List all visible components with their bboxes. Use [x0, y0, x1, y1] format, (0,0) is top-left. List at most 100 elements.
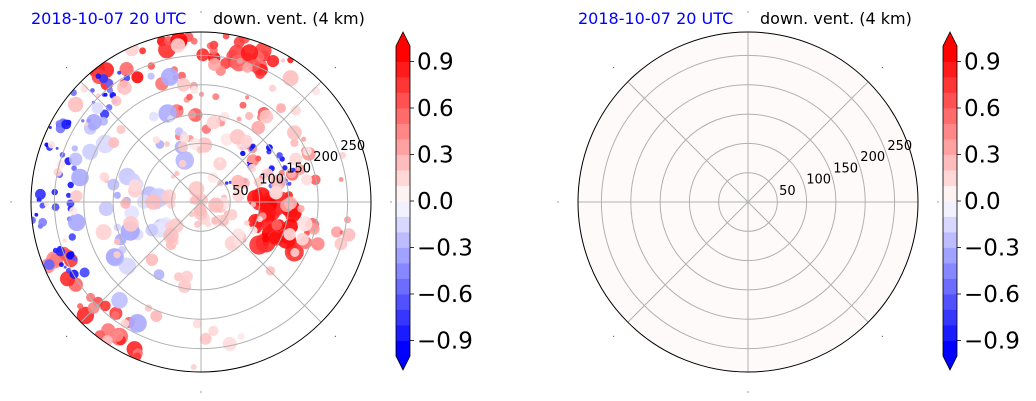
- field-cell: [161, 189, 176, 204]
- field-cell: [193, 204, 207, 217]
- field-cell: [228, 180, 232, 184]
- angular-tick-mark: [334, 67, 336, 69]
- colorbar-level: [943, 139, 957, 155]
- angular-gridline: [80, 81, 202, 203]
- colorbar-level: [943, 247, 957, 264]
- field-cell: [251, 120, 265, 135]
- colorbar-tick-label: 0.3: [964, 143, 1001, 169]
- field-cell: [311, 237, 325, 251]
- field-cell: [139, 47, 147, 55]
- field-cell: [178, 105, 183, 111]
- field-cell: [69, 152, 83, 166]
- angular-tick-mark: [747, 391, 749, 393]
- field-cell: [186, 93, 193, 101]
- field-cell: [68, 233, 77, 241]
- field-cell: [128, 314, 147, 333]
- field-cell: [119, 62, 134, 77]
- colorbar-level: [396, 154, 410, 171]
- field-cell: [280, 58, 286, 63]
- angular-tick-mark: [66, 335, 68, 337]
- field-cell: [284, 196, 297, 210]
- colorbar-left: 0.9 0.6 0.3 0.0 −0.3 −0.6 −0.9: [395, 31, 473, 371]
- angular-tick-mark: [10, 201, 12, 203]
- field-cell: [48, 126, 52, 129]
- field-cell: [297, 216, 313, 232]
- field-cell: [166, 200, 176, 209]
- colorbar-tick-label: −0.9: [417, 329, 473, 355]
- angular-tick-mark: [200, 11, 202, 13]
- field-cell: [59, 262, 64, 267]
- field-cell: [120, 198, 131, 209]
- field-cell: [44, 201, 49, 207]
- field-cell: [163, 228, 179, 244]
- field-cell: [72, 256, 78, 262]
- field-cell: [240, 44, 258, 62]
- field-cell: [177, 71, 186, 80]
- field-cell: [100, 109, 110, 119]
- colorbar-level: [396, 123, 410, 140]
- field-cell: [71, 165, 77, 171]
- field-cell: [120, 319, 130, 328]
- colorbar-level: [396, 170, 410, 186]
- radial-tick-label: 200: [313, 150, 338, 165]
- polar-grid-left: [10, 11, 392, 393]
- field-cell: [276, 152, 283, 159]
- angular-gridline: [200, 81, 322, 203]
- colorbar-level: [396, 247, 410, 264]
- field-cell: [194, 220, 201, 228]
- field-cell: [90, 88, 95, 93]
- field-cell: [290, 248, 300, 257]
- field-cell: [128, 179, 142, 192]
- field-cell: [87, 302, 100, 314]
- field-cell: [44, 142, 49, 147]
- colorbar-extend-max: [396, 32, 410, 46]
- field-cell: [100, 300, 111, 312]
- field-cell: [240, 134, 253, 147]
- field-cell: [232, 228, 245, 241]
- field-cell: [188, 211, 195, 218]
- time-label-right: 2018-10-07 20 UTC: [578, 9, 733, 28]
- field-cell: [282, 165, 288, 171]
- angular-tick-mark: [881, 335, 884, 337]
- field-cell: [282, 70, 299, 87]
- field-cell: [160, 67, 179, 86]
- field-cell: [131, 71, 144, 84]
- angular-gridline: [627, 81, 749, 203]
- field-cell: [233, 181, 242, 190]
- colorbar-extend-min: [396, 356, 410, 370]
- colorbar-level: [943, 108, 957, 124]
- field-cell: [225, 181, 229, 185]
- field-cell: [150, 310, 163, 322]
- field-cell: [269, 185, 283, 200]
- field-cell: [190, 37, 198, 45]
- radial-tick-label: 250: [340, 139, 365, 154]
- field-cell: [245, 95, 250, 100]
- colorbar-tick-label: 0.3: [417, 143, 454, 169]
- field-cell: [196, 146, 204, 154]
- field-cell: [147, 62, 155, 70]
- field-cell: [297, 204, 305, 213]
- field-cell: [237, 333, 245, 341]
- field-cell: [266, 55, 280, 68]
- field-cell: [111, 95, 122, 107]
- colorbar-level: [396, 201, 410, 217]
- field-cell: [255, 155, 262, 162]
- field-cell: [232, 189, 245, 202]
- field-cell: [180, 270, 193, 283]
- field-cell: [113, 238, 121, 245]
- field-cell: [145, 253, 159, 266]
- field-cell: [268, 231, 282, 244]
- field-cell: [71, 145, 79, 152]
- field-cell: [113, 223, 122, 232]
- field-cell: [212, 93, 220, 101]
- field-cell: [253, 177, 264, 187]
- colorbar-level: [396, 92, 410, 109]
- field-cell: [344, 216, 351, 224]
- colorbar-extend-min: [943, 356, 957, 370]
- field-cell: [147, 72, 155, 80]
- panel-left: 2018-10-07 20 UTC down. vent. (4 km) 50 1…: [10, 9, 473, 393]
- field-cell: [63, 265, 67, 269]
- radial-tick-label: 150: [833, 161, 858, 176]
- field-cell: [158, 104, 177, 123]
